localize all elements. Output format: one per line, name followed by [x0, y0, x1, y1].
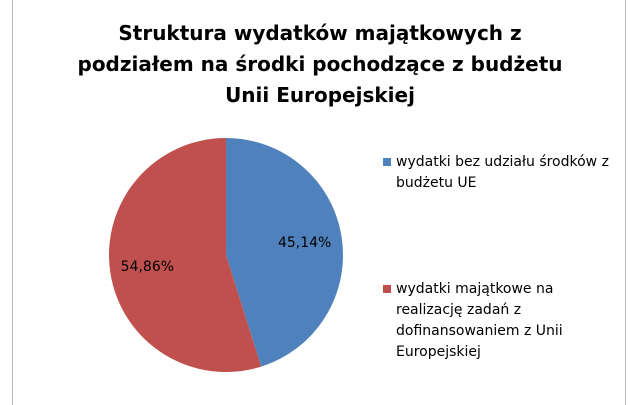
legend-swatch: [383, 158, 391, 166]
data-label: 54,86%: [121, 259, 174, 275]
chart-frame: [12, 0, 626, 405]
pie-slice: [226, 138, 343, 367]
legend-entry: wydatki bez udziału środków z budżetu UE: [383, 152, 618, 194]
data-label: 45,14%: [278, 235, 331, 251]
legend-entry: wydatki majątkowe na realizację zadań z …: [383, 279, 618, 363]
legend-label: wydatki bez udziału środków z budżetu UE: [396, 154, 609, 191]
pie-slice: [108, 138, 262, 373]
chart-title: Struktura wydatków majątkowych z podział…: [77, 21, 563, 107]
legend-swatch: [383, 285, 391, 293]
legend-label: wydatki majątkowe na realizację zadań z …: [396, 281, 563, 360]
